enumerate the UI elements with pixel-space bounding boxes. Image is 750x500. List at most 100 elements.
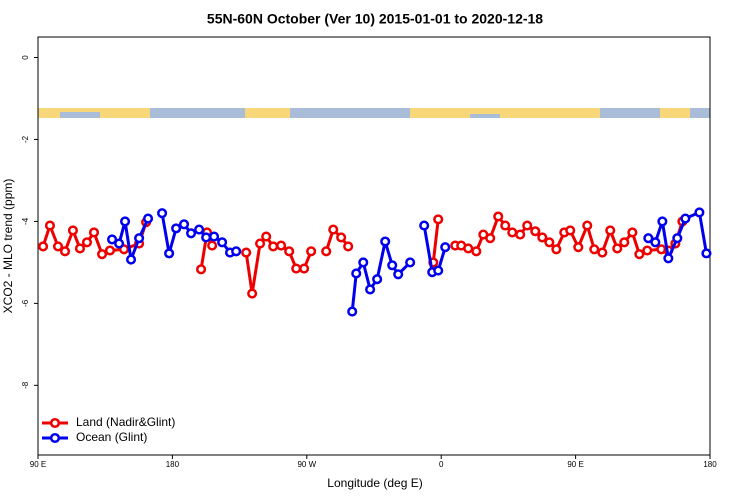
data-point — [405, 257, 416, 268]
data-point — [642, 245, 653, 256]
data-point — [120, 216, 131, 227]
data-point — [372, 274, 383, 285]
data-point — [612, 243, 623, 254]
data-point — [217, 237, 228, 248]
data-point — [672, 233, 683, 244]
data-point — [515, 229, 526, 240]
x-tick-label: 0 — [439, 460, 444, 469]
data-point — [231, 246, 242, 257]
data-point — [134, 233, 145, 244]
data-point — [351, 268, 362, 279]
data-point — [67, 225, 78, 236]
data-point — [276, 240, 287, 251]
data-point — [380, 236, 391, 247]
x-tick-label: 90 E — [30, 460, 46, 469]
data-point — [643, 233, 654, 244]
land-mask-strip — [38, 108, 710, 118]
data-point — [619, 237, 630, 248]
data-point — [485, 233, 496, 244]
data-point — [582, 220, 593, 231]
data-point — [291, 263, 302, 274]
data-point — [589, 244, 600, 255]
x-tick-label: 90 W — [297, 460, 316, 469]
x-axis-label: Longitude (deg E) — [327, 476, 422, 490]
chart-title: 55N-60N October (Ver 10) 2015-01-01 to 2… — [207, 11, 543, 27]
data-point — [537, 232, 548, 243]
data-point — [241, 247, 252, 258]
data-point — [471, 246, 482, 257]
data-point — [343, 241, 354, 252]
y-tick-label: -2 — [21, 135, 30, 143]
data-point — [544, 237, 555, 248]
data-point — [627, 227, 638, 238]
data-point — [201, 232, 212, 243]
data-point — [347, 306, 358, 317]
data-point — [196, 264, 207, 275]
data-point — [433, 214, 444, 225]
data-point — [663, 253, 674, 264]
data-point — [573, 242, 584, 253]
data-point — [164, 248, 175, 259]
data-point — [393, 269, 404, 280]
data-point — [104, 245, 116, 256]
data-point — [209, 231, 220, 242]
data-point — [194, 224, 205, 235]
data-point — [530, 226, 541, 237]
data-point — [321, 246, 332, 257]
data-point — [299, 263, 310, 274]
data-point — [433, 265, 444, 276]
data-point — [650, 237, 661, 248]
data-point — [358, 257, 369, 268]
data-point — [597, 247, 608, 258]
data-point — [107, 234, 118, 245]
data-point — [81, 237, 93, 248]
data-point — [44, 220, 55, 231]
data-point — [268, 241, 279, 252]
data-point — [565, 225, 576, 236]
data-point — [634, 249, 645, 260]
data-point — [507, 227, 518, 238]
data-point — [680, 213, 691, 224]
data-point — [178, 219, 190, 230]
data-point — [114, 238, 125, 249]
legend-label: Land (Nadir&Glint) — [76, 415, 175, 429]
data-point — [463, 243, 474, 254]
data-point — [171, 223, 182, 234]
data-point — [59, 246, 71, 257]
legend-marker — [49, 432, 61, 444]
data-point — [493, 211, 504, 222]
data-point — [694, 207, 705, 218]
data-point — [551, 244, 562, 255]
data-point — [701, 248, 712, 259]
data-point — [143, 213, 154, 224]
data-point — [440, 242, 451, 253]
x-tick-label: 180 — [703, 460, 717, 469]
data-point — [186, 228, 197, 239]
data-point — [88, 227, 100, 238]
data-point — [207, 240, 218, 251]
data-point — [328, 224, 339, 235]
data-point — [157, 208, 168, 219]
legend-label: Ocean (Glint) — [76, 430, 147, 444]
data-point — [387, 260, 398, 271]
data-point — [284, 246, 295, 257]
data-point — [247, 288, 258, 299]
legend-marker — [49, 417, 61, 429]
data-point — [52, 241, 64, 252]
x-tick-label: 180 — [166, 460, 180, 469]
data-point — [38, 241, 49, 252]
y-axis-label: XCO2 - MLO trend (ppm) — [1, 179, 15, 314]
data-point — [306, 246, 317, 257]
data-point — [605, 225, 616, 236]
data-point — [657, 216, 668, 227]
data-point — [336, 232, 347, 243]
data-point — [419, 220, 430, 231]
data-point — [261, 231, 272, 242]
data-point — [255, 238, 266, 249]
data-point — [522, 220, 533, 231]
plot-frame — [37, 36, 711, 456]
data-point — [500, 220, 511, 231]
y-tick-label: -4 — [21, 217, 30, 225]
y-tick-label: -8 — [21, 381, 30, 389]
